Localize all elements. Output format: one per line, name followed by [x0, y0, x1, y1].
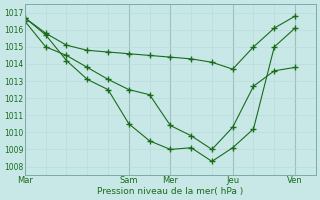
X-axis label: Pression niveau de la mer( hPa ): Pression niveau de la mer( hPa ): [97, 187, 244, 196]
